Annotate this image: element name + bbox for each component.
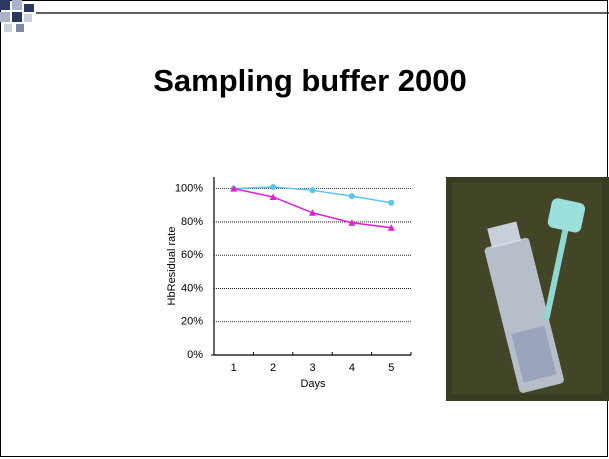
- y-tick-label: 20%: [181, 316, 203, 328]
- y-tick-label: 100%: [175, 183, 203, 195]
- corner-decoration: [0, 0, 34, 32]
- x-tick-label: 5: [388, 362, 394, 374]
- x-axis-label: Days: [300, 378, 326, 390]
- y-tick-label: 40%: [181, 282, 203, 294]
- point: [310, 187, 316, 193]
- chart: HbResidual rate Days 0% 20% 40% 60% 80% 100% 1…: [166, 177, 411, 390]
- point: [349, 193, 355, 199]
- x-tick-label: 3: [309, 362, 315, 374]
- slide-title: Sampling buffer 2000: [153, 63, 467, 98]
- x-tick-label: 4: [349, 362, 355, 374]
- x-tick-label: 2: [270, 362, 276, 374]
- y-tick-label: 60%: [181, 249, 203, 261]
- point: [388, 200, 394, 206]
- y-axis-label: HbResidual rate: [166, 227, 178, 306]
- x-tick-label: 1: [231, 362, 237, 374]
- point: [270, 184, 276, 190]
- y-tick-label: 80%: [181, 216, 203, 228]
- y-tick-label: 0%: [187, 349, 203, 361]
- photo: [446, 177, 609, 401]
- slide: Sampling buffer 2000 HbResidual rate Day…: [0, 0, 609, 459]
